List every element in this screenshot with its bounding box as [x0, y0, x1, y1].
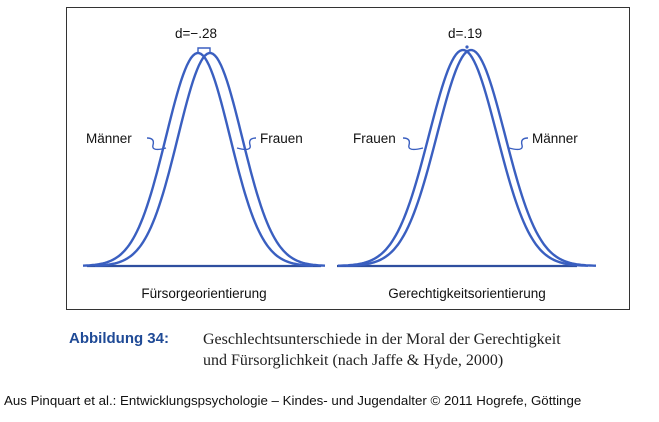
left-leader [402, 137, 424, 151]
left-curve-label: Männer [86, 131, 132, 146]
right-leader [236, 137, 257, 151]
panel-gerechtigkeit: d=.19 Frauen Männer Gerechtigkeitsorient… [337, 26, 596, 301]
caption-label: Abbildung 34: [69, 330, 169, 347]
distribution-diagram: d=−.28 Männer Frauen Fürsorgeorientierun… [82, 26, 596, 301]
axis-label: Gerechtigkeitsorientierung [388, 286, 546, 301]
curve-left [82, 51, 314, 267]
figure-frame: d=−.28 Männer Frauen Fürsorgeorientierun… [66, 7, 630, 310]
caption-line-1: Geschlechtsunterschiede in der Moral der… [203, 331, 561, 348]
right-leader [508, 137, 529, 151]
left-curve-label: Frauen [353, 131, 396, 146]
curve-left [338, 48, 588, 267]
peak-marker [465, 45, 469, 49]
curve-right [94, 51, 326, 267]
peak-marker [197, 47, 211, 53]
left-leader [146, 137, 167, 151]
effect-size-label: d=.19 [448, 26, 482, 41]
curve-right [346, 48, 596, 267]
caption-text: Geschlechtsunterschiede in der Moral der… [203, 329, 633, 371]
right-curve-label: Frauen [260, 131, 303, 146]
panel-fuersorge: d=−.28 Männer Frauen Fürsorgeorientierun… [82, 26, 326, 301]
axis-label: Fürsorgeorientierung [141, 286, 266, 301]
right-curve-label: Männer [532, 131, 578, 146]
source-citation: Aus Pinquart et al.: Entwicklungspsychol… [4, 393, 582, 408]
effect-size-label: d=−.28 [175, 26, 217, 41]
caption-line-2: und Fürsorglichkeit (nach Jaffe & Hyde, … [203, 352, 504, 369]
